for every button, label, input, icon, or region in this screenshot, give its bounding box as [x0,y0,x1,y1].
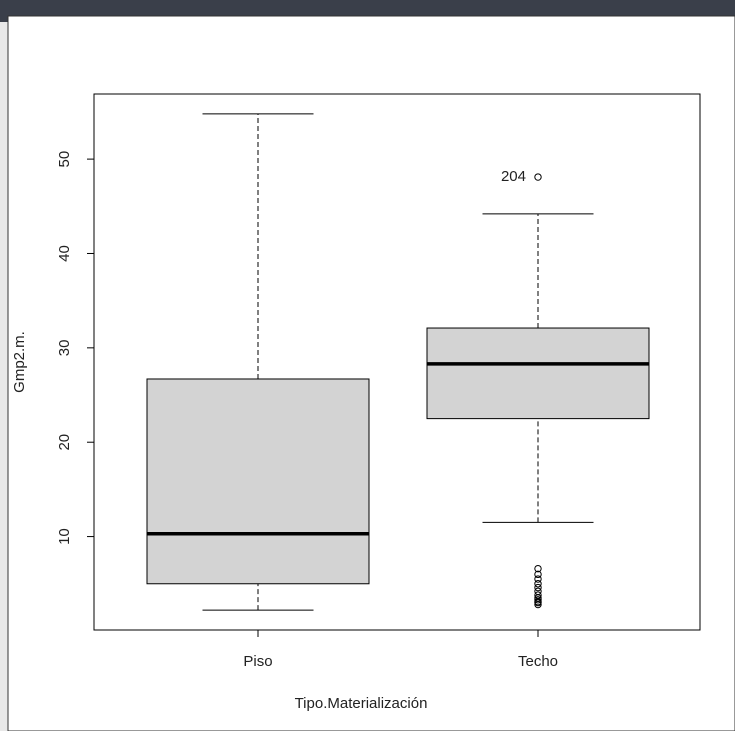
x-tick-label: Techo [518,653,558,670]
x-axis-label: Tipo.Materialización [295,695,428,712]
screenshot: Tipo.Materialización Gmp2.m. 10 20 30 40 50 P… [0,0,735,731]
box [147,379,369,584]
box [427,328,649,419]
y-tick-label: 50 [56,151,73,168]
x-tick-label: Piso [243,653,272,670]
y-tick-label: 40 [56,245,73,262]
y-tick-label: 20 [56,434,73,451]
y-axis-label: Gmp2.m. [11,331,28,393]
outlier-label: 204 [501,168,526,185]
y-tick-label: 30 [56,340,73,357]
y-tick-label: 10 [56,528,73,545]
